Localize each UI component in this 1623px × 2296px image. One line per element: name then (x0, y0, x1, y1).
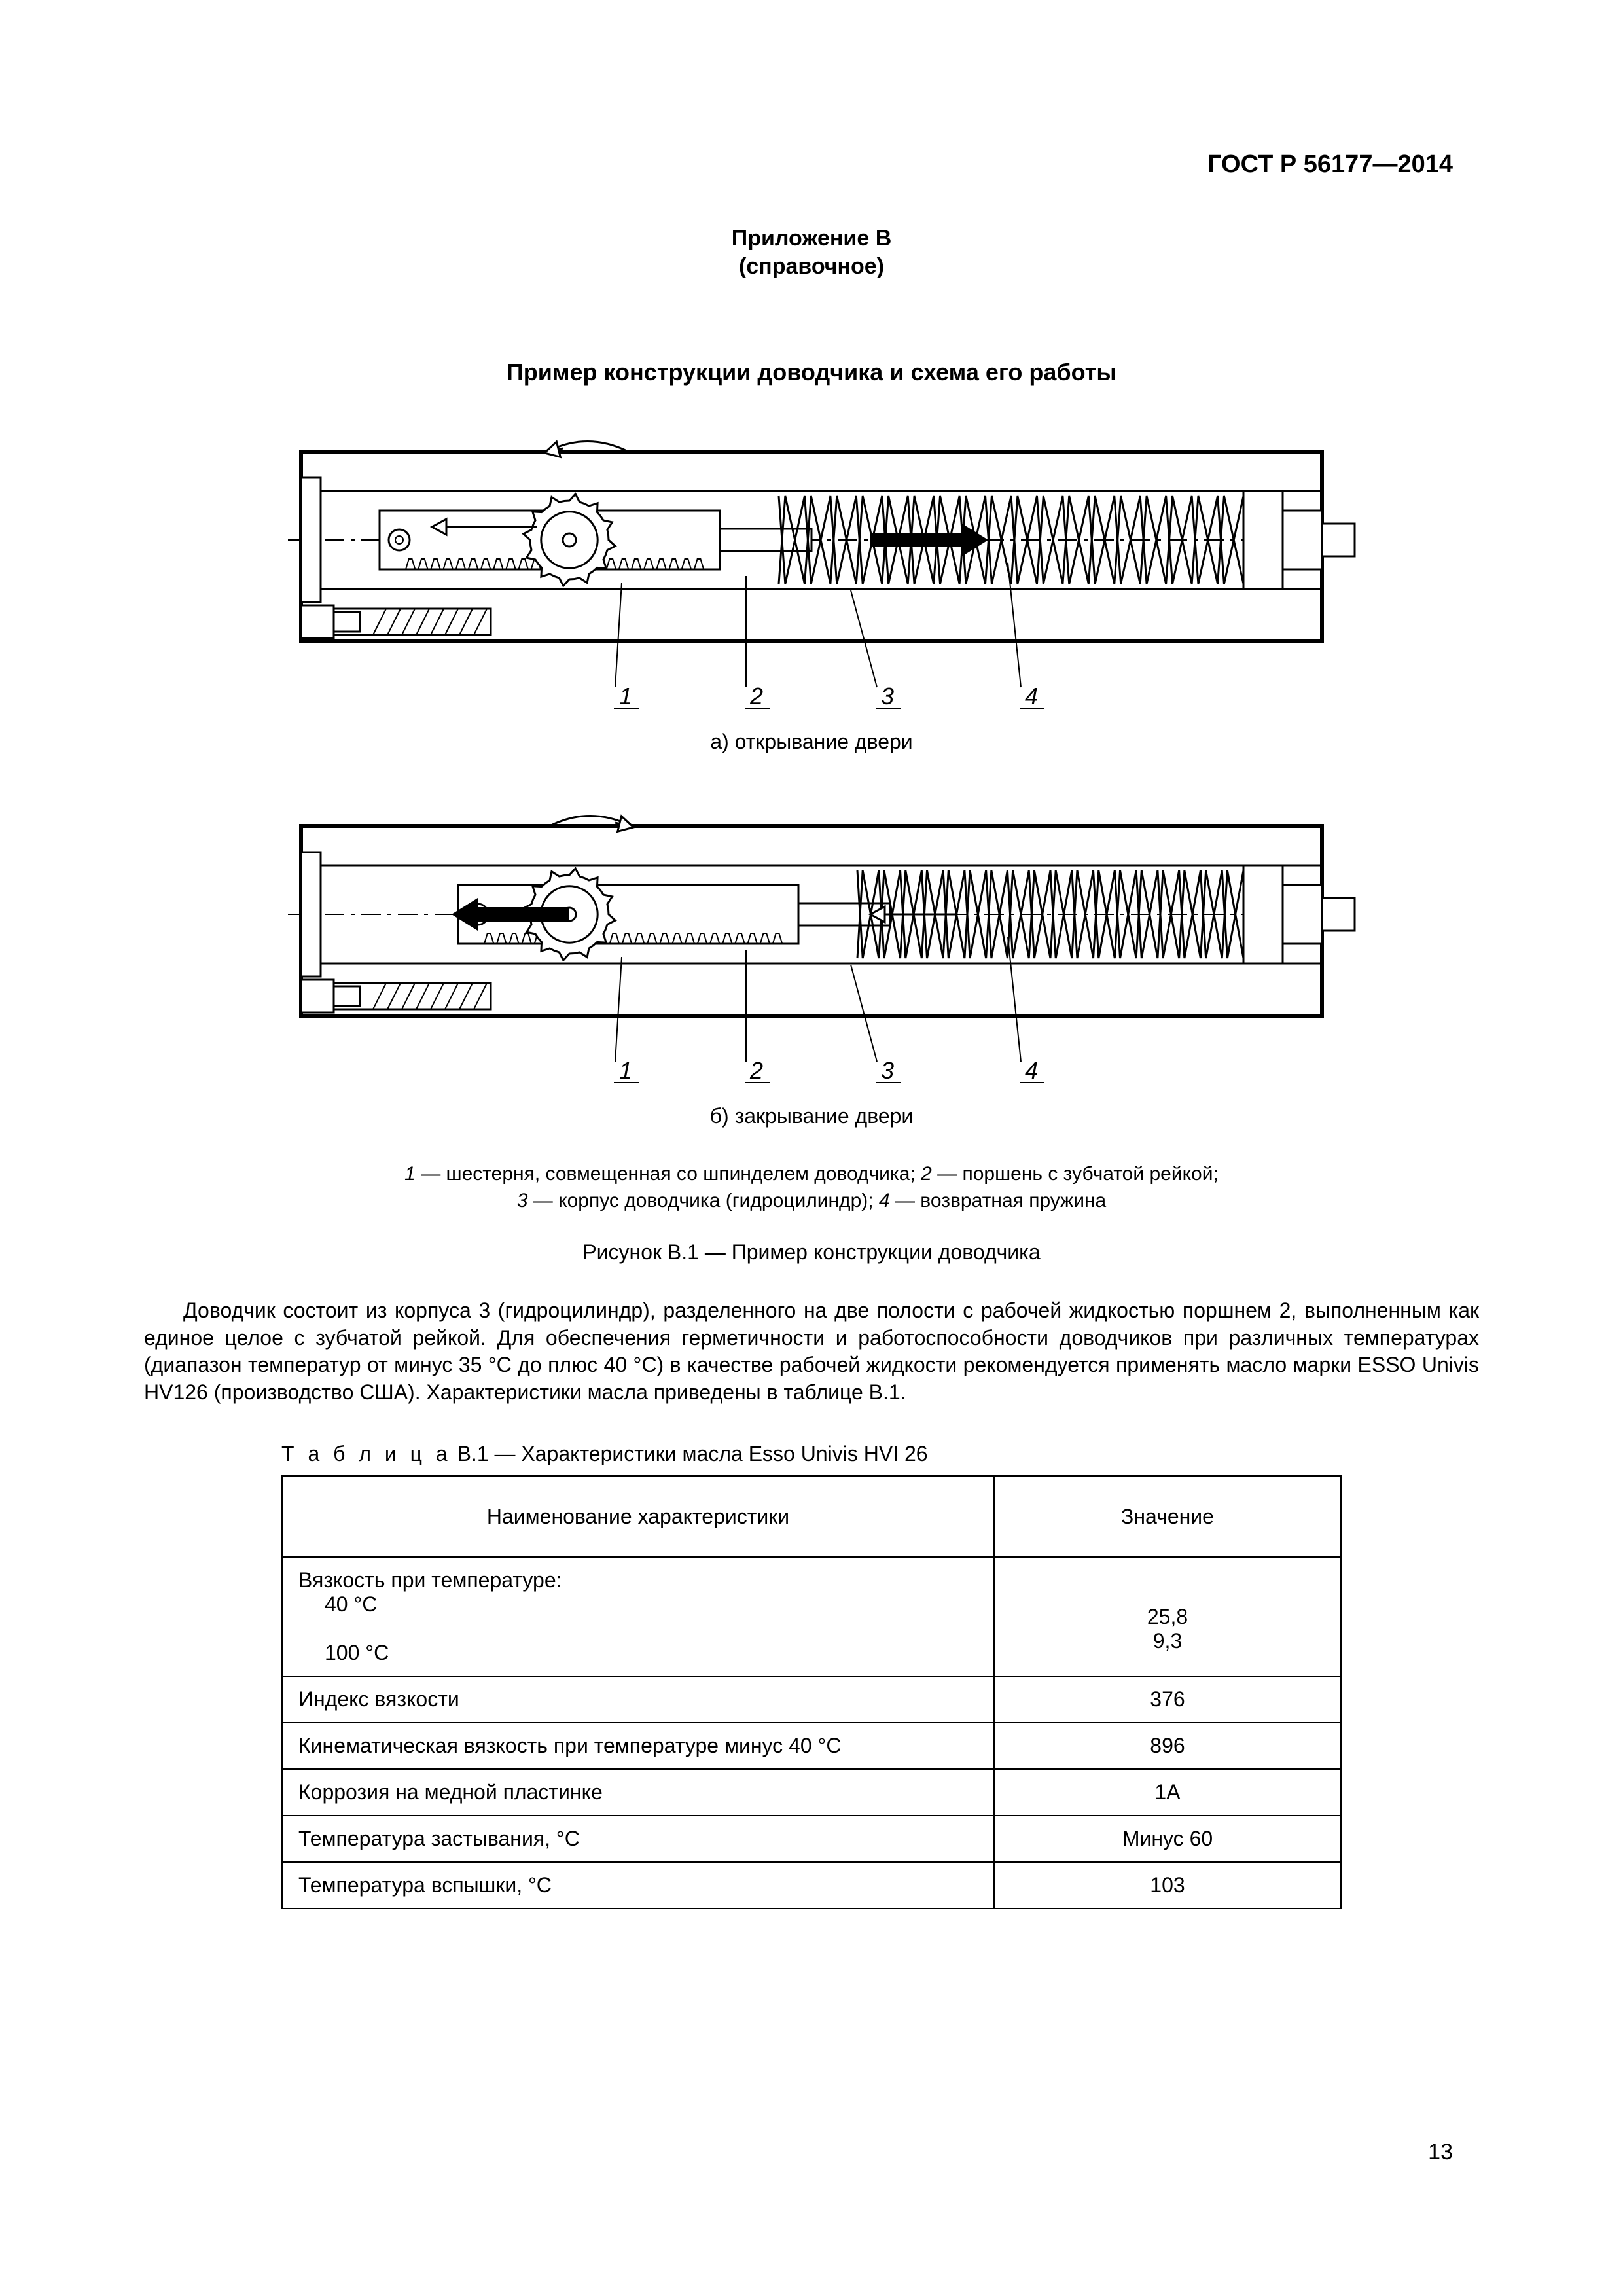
svg-text:1: 1 (619, 1057, 632, 1084)
legend-text-1: — шестерня, совмещенная со шпинделем дов… (416, 1163, 921, 1185)
table-cell-value: 1A (994, 1769, 1341, 1816)
body-paragraph: Доводчик состоит из корпуса 3 (гидроцили… (144, 1297, 1479, 1406)
svg-text:2: 2 (749, 683, 763, 709)
table-row: Коррозия на медной пластинке1A (282, 1769, 1341, 1816)
table-body: Вязкость при температуре:40 °C100 °C25,8… (282, 1557, 1341, 1909)
body-paragraph-text: Доводчик состоит из корпуса 3 (гидроцили… (144, 1299, 1479, 1404)
appendix-title-line1: Приложение В (732, 226, 892, 251)
table-title-prefix: Т а б л и ц а (281, 1442, 452, 1465)
table-row: Вязкость при температуре:40 °C100 °C25,8… (282, 1557, 1341, 1676)
table-row: Индекс вязкости376 (282, 1676, 1341, 1723)
figure-a-container: 1 2 3 4 (262, 412, 1361, 717)
table-cell-name: Коррозия на медной пластинке (282, 1769, 994, 1816)
legend-key-2: 2 (921, 1163, 932, 1185)
table-row: Температура вспышки, °C103 (282, 1862, 1341, 1909)
figure-legend: 1 — шестерня, совмещенная со шпинделем д… (144, 1161, 1479, 1214)
table-cell-value: Минус 60 (994, 1816, 1341, 1862)
legend-key-1: 1 (404, 1163, 416, 1185)
legend-text-4: — возвратная пружина (890, 1190, 1107, 1211)
figure-number-caption: Рисунок В.1 — Пример конструкции доводчи… (144, 1240, 1479, 1265)
table-header-value: Значение (994, 1476, 1341, 1557)
table-title: Т а б л и ц а В.1 — Характеристики масла… (144, 1442, 1479, 1466)
legend-key-4: 4 (879, 1190, 890, 1211)
table-cell-value: 896 (994, 1723, 1341, 1769)
table-cell-value: 103 (994, 1862, 1341, 1909)
legend-key-3: 3 (517, 1190, 528, 1211)
table-cell-value: 376 (994, 1676, 1341, 1723)
table-row: Температура застывания, °CМинус 60 (282, 1816, 1341, 1862)
table-cell-name: Вязкость при температуре:40 °C100 °C (282, 1557, 994, 1676)
page-number: 13 (1428, 2140, 1453, 2165)
svg-text:3: 3 (881, 683, 894, 709)
table-cell-name: Температура вспышки, °C (282, 1862, 994, 1909)
figure-a-caption: а) открывание двери (144, 730, 1479, 754)
svg-text:3: 3 (881, 1057, 894, 1084)
appendix-title-line2: (справочное) (739, 254, 884, 279)
svg-text:2: 2 (749, 1057, 763, 1084)
appendix-heading: Приложение В (справочное) (144, 224, 1479, 280)
characteristics-table: Наименование характеристики Значение Вяз… (281, 1475, 1342, 1909)
figure-b-caption: б) закрывание двери (144, 1104, 1479, 1128)
table-header-name: Наименование характеристики (282, 1476, 994, 1557)
figure-b-diagram: 1 2 3 4 (262, 787, 1361, 1088)
legend-text-3: — корпус доводчика (гидроцилиндр); (527, 1190, 878, 1211)
legend-text-2: — поршень с зубчатой рейкой; (932, 1163, 1219, 1185)
table-title-rest: В.1 — Характеристики масла Esso Univis H… (452, 1442, 928, 1465)
figure-a-diagram: 1 2 3 4 (262, 412, 1361, 713)
section-title: Пример конструкции доводчика и схема его… (144, 359, 1479, 386)
svg-text:4: 4 (1025, 1057, 1038, 1084)
svg-text:1: 1 (619, 683, 632, 709)
table-cell-name: Кинематическая вязкость при температуре … (282, 1723, 994, 1769)
table-cell-value: 25,89,3 (994, 1557, 1341, 1676)
table-cell-name: Температура застывания, °C (282, 1816, 994, 1862)
figure-b-container: 1 2 3 4 (262, 787, 1361, 1091)
svg-text:4: 4 (1025, 683, 1038, 709)
table-cell-name: Индекс вязкости (282, 1676, 994, 1723)
table-row: Кинематическая вязкость при температуре … (282, 1723, 1341, 1769)
document-standard-id: ГОСТ Р 56177—2014 (144, 151, 1479, 179)
